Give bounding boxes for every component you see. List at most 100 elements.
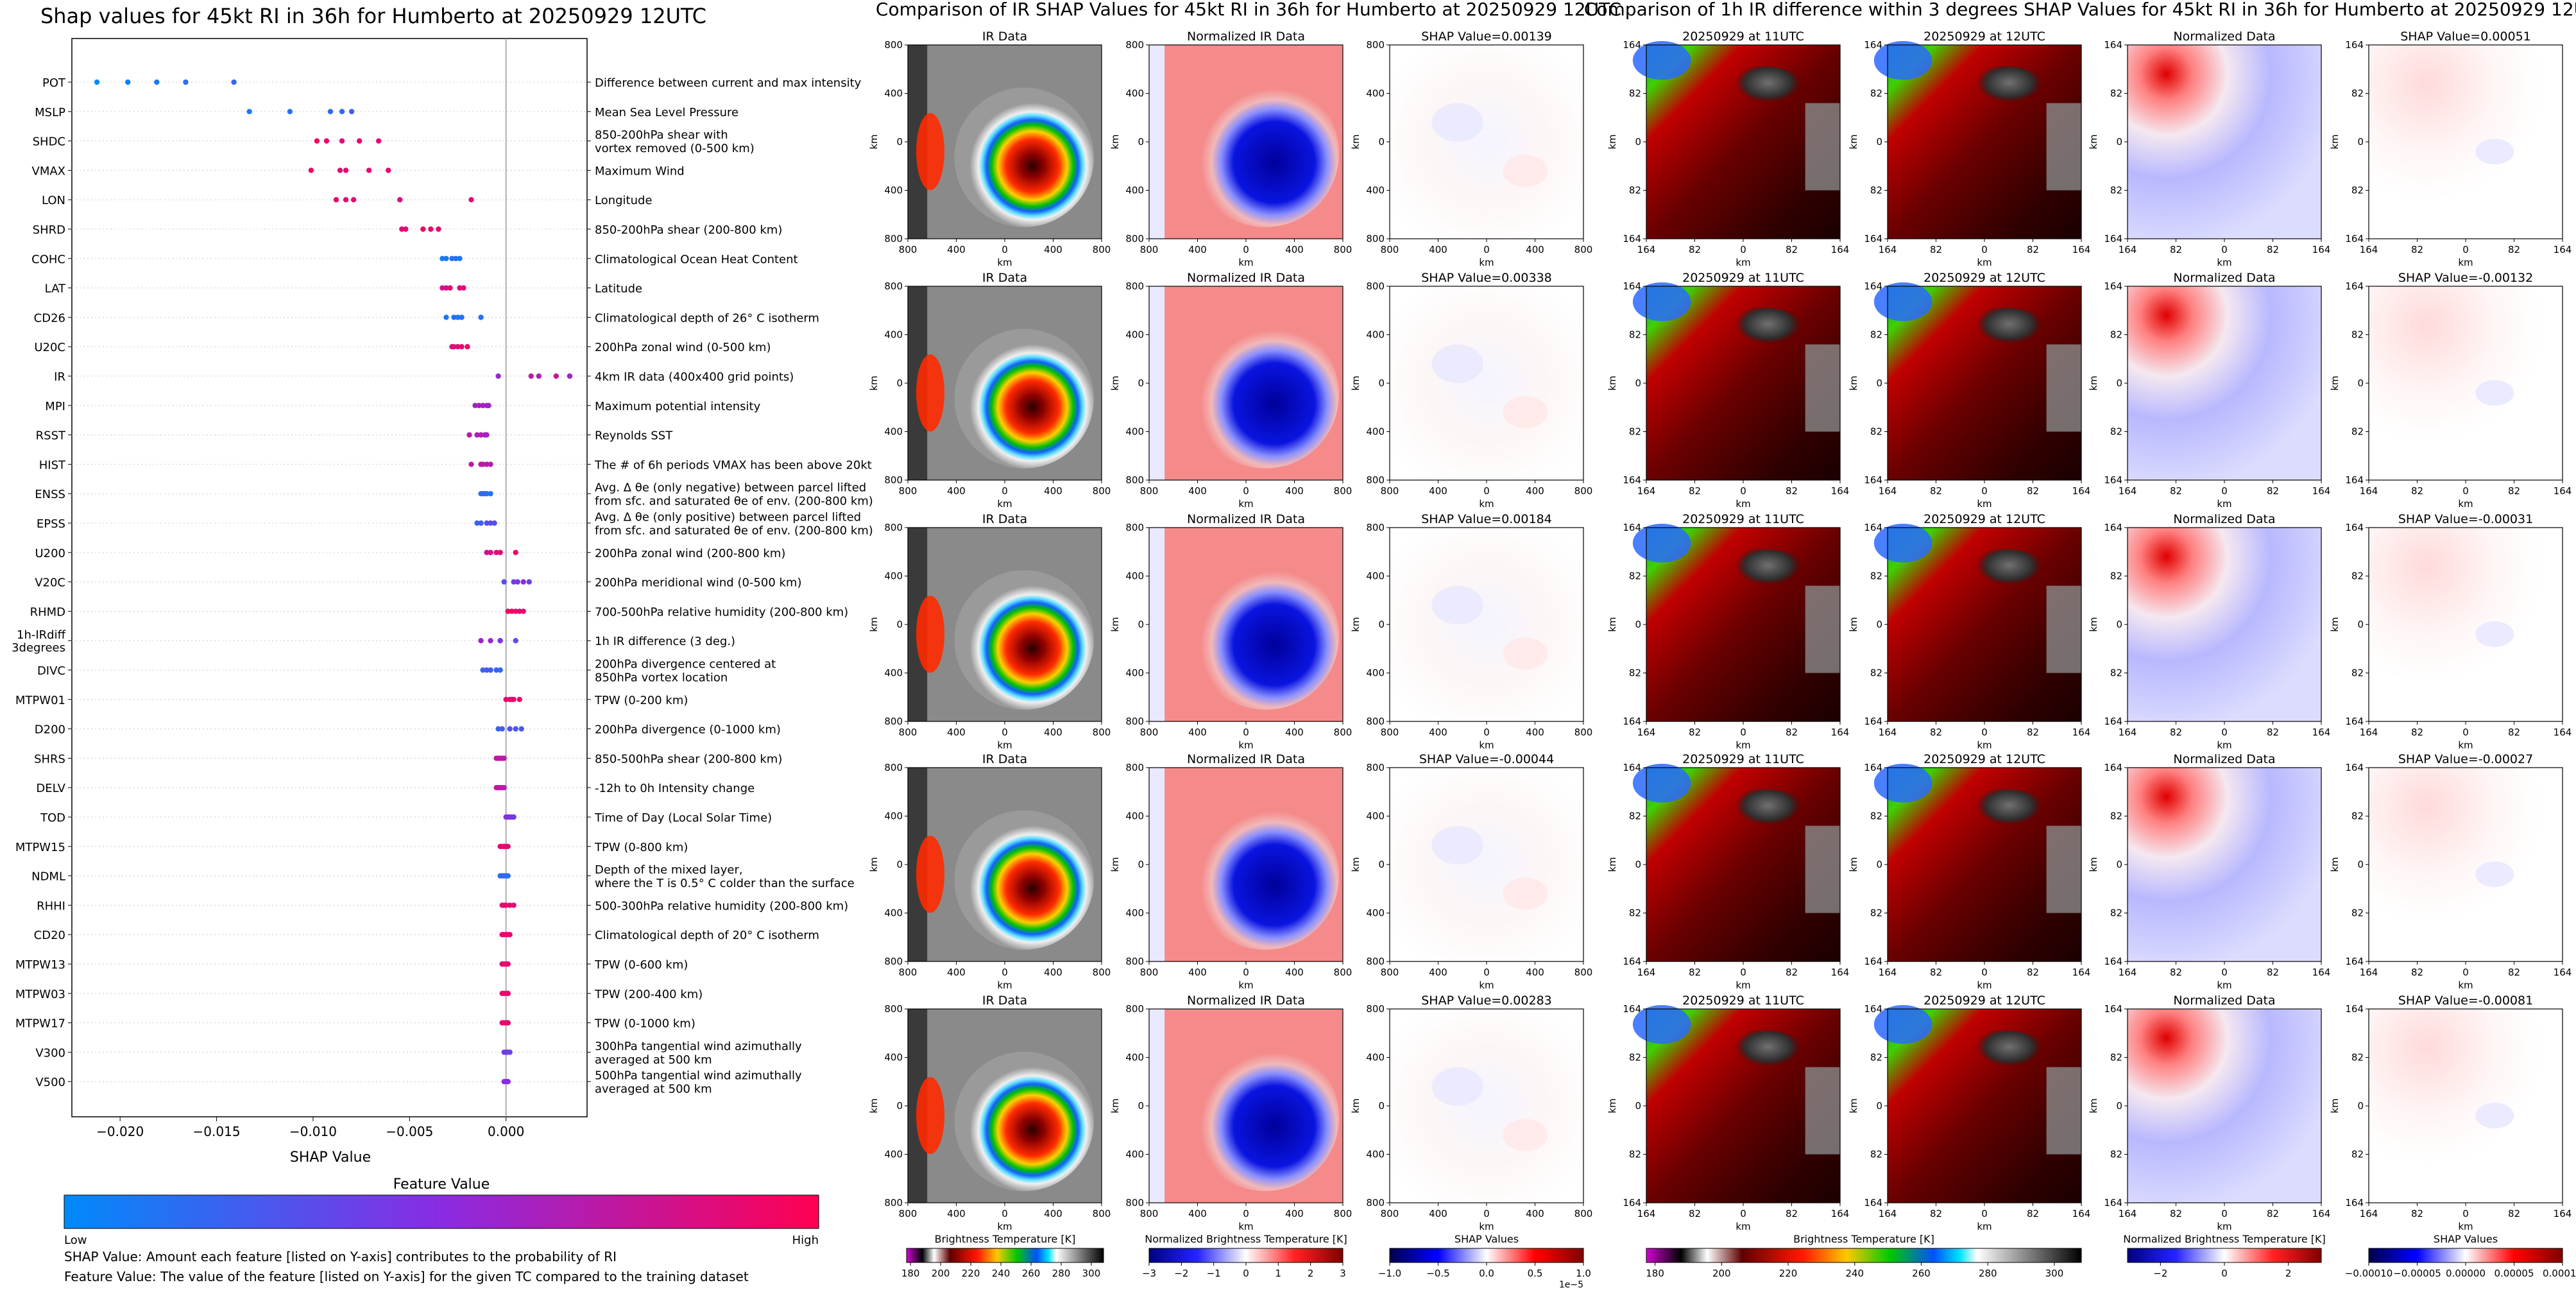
feature-description: Latitude xyxy=(595,282,642,296)
panel-ytick-label: 0 xyxy=(2357,619,2364,630)
panel-ytick-label: 164 xyxy=(2345,956,2364,967)
feature-name-label: RHMD xyxy=(30,605,65,619)
panel-ylabel: km xyxy=(1848,1098,1859,1113)
feature-description: 4km IR data (400x400 grid points) xyxy=(595,370,794,384)
shap-point xyxy=(366,168,372,173)
panel-ytick-label: 800 xyxy=(884,474,903,486)
shap-point xyxy=(503,902,509,908)
panel-ytick-label: 400 xyxy=(1366,1052,1385,1064)
shap-point xyxy=(337,168,343,173)
ir-image-storm xyxy=(954,1051,1094,1191)
ir-colorbar-tick-label: −3 xyxy=(1142,1268,1156,1279)
panel-xlabel: km xyxy=(1479,257,1494,268)
shap-point xyxy=(474,520,480,526)
ir-image-convection xyxy=(916,836,944,913)
panel-xtick-label: 400 xyxy=(1429,1208,1447,1219)
irdiff-norm-image xyxy=(2128,768,2321,961)
panel-xtick-label: 0 xyxy=(1002,1208,1008,1219)
irdiff-colorbar-label: SHAP Values xyxy=(2434,1233,2498,1245)
irdiff-time-panel-title: 20250929 at 11UTC xyxy=(1682,994,1804,1008)
shap-xtick-label: −0.020 xyxy=(96,1124,144,1139)
panel-ytick-label: 800 xyxy=(884,280,903,292)
panel-ytick-label: 82 xyxy=(2351,88,2364,99)
panel-xtick-label: 0 xyxy=(1981,967,1988,978)
panel-ytick-label: 0 xyxy=(2357,136,2364,148)
shap-point xyxy=(505,873,511,879)
panel-ytick-label: 800 xyxy=(1125,956,1144,967)
feature-description: Reynolds SST xyxy=(595,429,673,443)
irdiff-raw-cloud xyxy=(1708,307,1817,374)
irdiff-shap-blob xyxy=(2475,861,2514,888)
shap-point xyxy=(505,990,511,997)
shap-point xyxy=(497,667,503,673)
shap-point xyxy=(515,579,520,585)
shap-point xyxy=(478,520,484,526)
shap-plot-frame xyxy=(71,38,588,1117)
panel-ytick-label: 800 xyxy=(884,233,903,245)
panel-xtick-label: 400 xyxy=(1526,727,1544,738)
panel-xtick-label: 400 xyxy=(1285,485,1304,497)
feature-name-label: HIST xyxy=(39,458,66,472)
ir-data-panel-title: IR Data xyxy=(982,994,1027,1008)
shap-point xyxy=(443,255,449,261)
panel-xtick-label: 0 xyxy=(2221,727,2228,738)
shap-point xyxy=(488,667,493,673)
ir-shap-map xyxy=(1390,45,1583,239)
panel-xlabel: km xyxy=(1238,739,1253,751)
panel-ylabel: km xyxy=(868,617,880,632)
panel-xtick-label: 164 xyxy=(1879,244,1897,255)
panel-xtick-label: 164 xyxy=(2360,244,2378,255)
panel-ytick-label: 400 xyxy=(1125,329,1144,341)
feature-description: Longitude xyxy=(595,194,653,207)
panel-xtick-label: 82 xyxy=(1786,485,1798,497)
panel-ylabel: km xyxy=(2088,617,2099,632)
panel-xtick-label: 0 xyxy=(2221,967,2228,978)
panel-xtick-label: 400 xyxy=(1188,244,1207,255)
irdiff-raw-cloud xyxy=(1708,789,1817,855)
panel-ytick-label: 800 xyxy=(1366,522,1385,533)
ir-shap-map xyxy=(1390,528,1583,721)
panel-ytick-label: 0 xyxy=(1635,859,1641,870)
norm-ir-storm xyxy=(1191,802,1339,950)
panel-ytick-label: 400 xyxy=(884,1149,903,1160)
panel-ytick-label: 164 xyxy=(2104,522,2122,533)
shap-point xyxy=(443,285,449,291)
shap-point xyxy=(480,461,486,467)
norm-ir-land xyxy=(1149,286,1165,480)
shap-point xyxy=(513,549,518,555)
panel-xtick-label: 82 xyxy=(1786,244,1798,255)
irdiff-colorbar-label: Brightness Temperature [K] xyxy=(1793,1233,1934,1245)
panel-xtick-label: 82 xyxy=(1689,967,1701,978)
panel-xtick-label: 82 xyxy=(1689,727,1701,738)
irdiff-raw-cloud-band xyxy=(2046,344,2081,432)
panel-xtick-label: 164 xyxy=(2119,485,2137,497)
panel-ytick-label: 82 xyxy=(1629,329,1641,341)
feature-name-label: U20C xyxy=(34,341,65,354)
panel-xtick-label: 164 xyxy=(1637,727,1656,738)
feature-description: Climatological Ocean Heat Content xyxy=(595,253,798,266)
panel-ylabel: km xyxy=(1848,617,1859,632)
shap-footnote-2: Feature Value: The value of the feature … xyxy=(64,1269,749,1284)
panel-ytick-label: 82 xyxy=(2110,668,2122,679)
panel-ytick-label: 0 xyxy=(2116,136,2122,148)
ir-data-panel-title: IR Data xyxy=(982,271,1027,285)
panel-ytick-label: 164 xyxy=(2104,280,2122,292)
panel-ytick-label: 800 xyxy=(1366,1003,1385,1015)
shap-point xyxy=(501,785,507,791)
panel-ylabel: km xyxy=(1109,375,1121,390)
panel-ytick-label: 0 xyxy=(896,859,903,870)
panel-ytick-label: 82 xyxy=(2351,1052,2364,1064)
ir-colorbar-tick-label: 300 xyxy=(1082,1268,1101,1279)
panel-ylabel: km xyxy=(2088,134,2099,149)
norm-ir-land xyxy=(1149,528,1165,721)
panel-ytick-label: 800 xyxy=(884,1197,903,1209)
shap-point xyxy=(231,79,237,85)
shap-point xyxy=(488,638,493,644)
irdiff-raw-cold-top xyxy=(1873,282,1932,322)
shap-point xyxy=(513,608,518,614)
irdiff-colorbar-tick-label: 280 xyxy=(1979,1268,1997,1279)
panel-ytick-label: 400 xyxy=(1125,1052,1144,1064)
ir-colorbar-tick-label: 0.5 xyxy=(1528,1268,1543,1279)
ir-colorbar-label: Brightness Temperature [K] xyxy=(935,1233,1076,1245)
shap-point xyxy=(472,402,478,408)
